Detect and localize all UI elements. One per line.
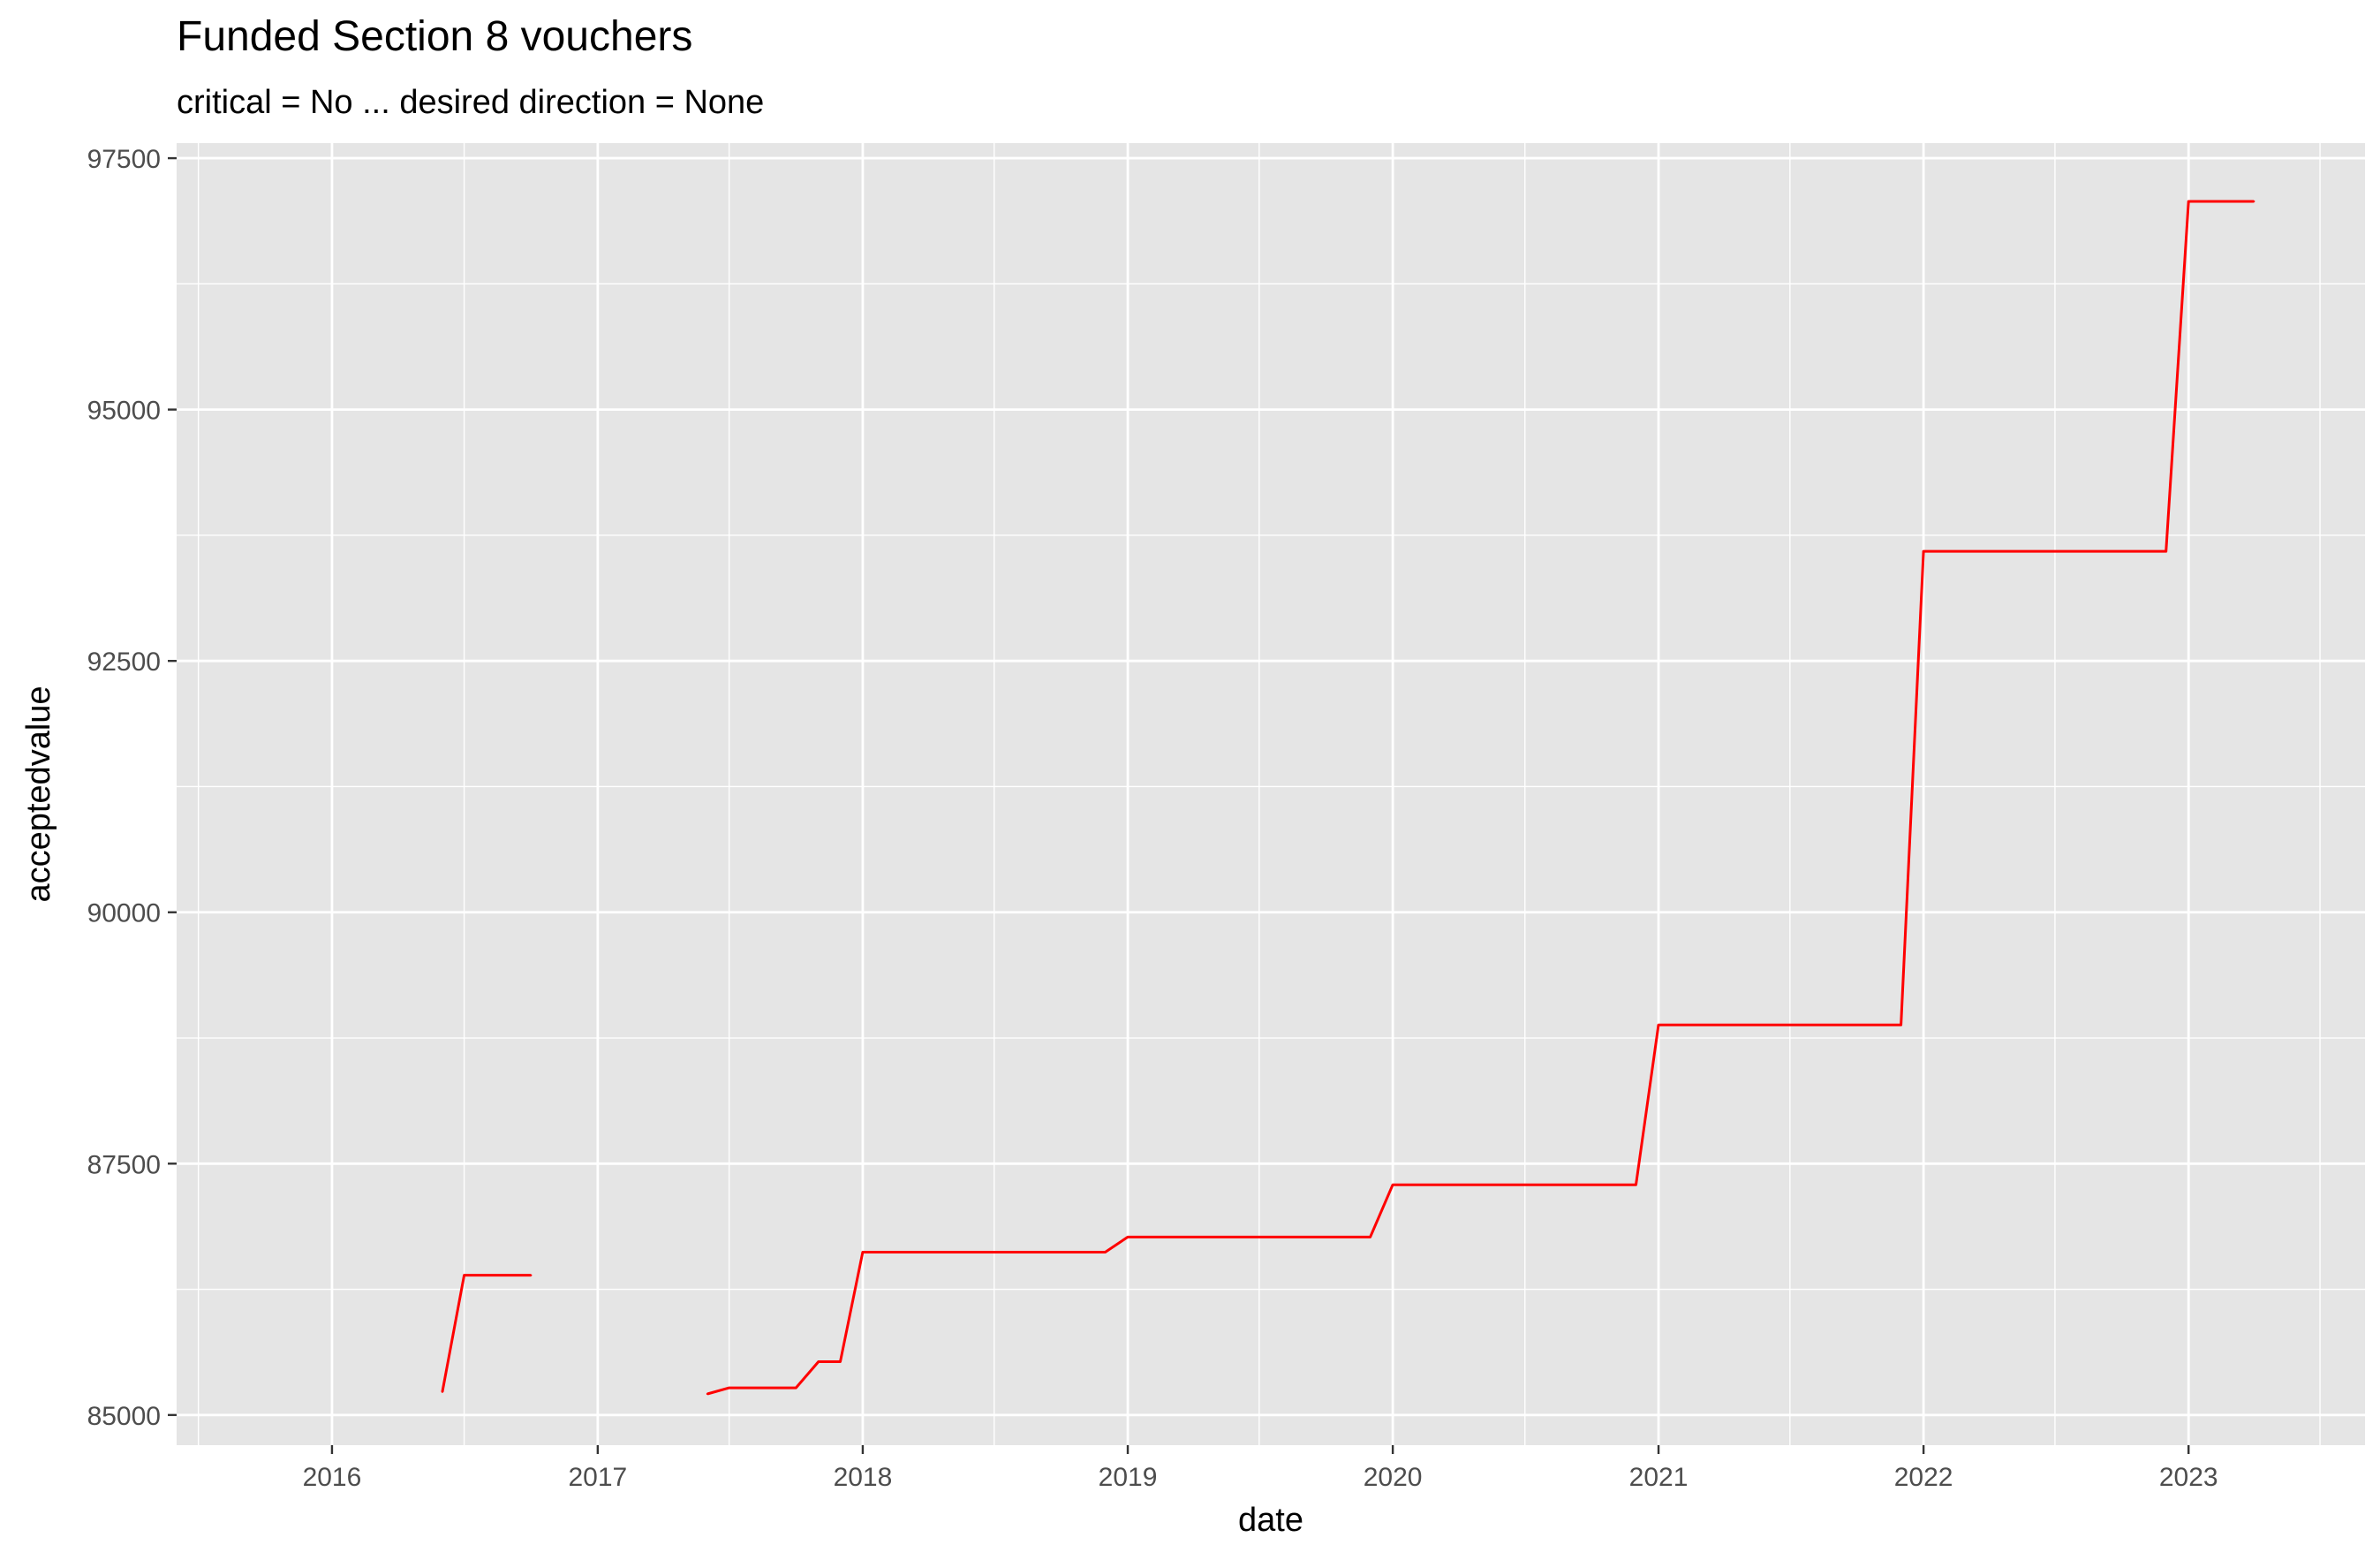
data-point: [441, 1390, 444, 1393]
data-point: [1391, 1184, 1394, 1186]
data-point: [1657, 1024, 1660, 1026]
x-tick-label: 2023: [2159, 1463, 2218, 1492]
x-tick-label: 2017: [568, 1463, 627, 1492]
data-point: [1104, 1251, 1107, 1253]
x-tick-label: 2020: [1364, 1463, 1423, 1492]
x-tick-label: 2019: [1099, 1463, 1158, 1492]
y-tick-label: 85000: [87, 1402, 161, 1431]
y-axis-label: acceptedvalue: [20, 685, 57, 902]
data-point: [2165, 549, 2167, 553]
x-tick-label: 2018: [834, 1463, 893, 1492]
y-axis: 85000 87500 90000 92500 95000 97500: [87, 145, 177, 1431]
data-point: [817, 1360, 820, 1363]
x-tick-label: 2022: [1894, 1463, 1953, 1492]
data-point: [1900, 1024, 1902, 1026]
data-point: [861, 1251, 865, 1253]
chart-subtitle: critical = No ... desired direction = No…: [177, 84, 764, 121]
y-tick-label: 87500: [87, 1150, 161, 1179]
x-tick-label: 2021: [1629, 1463, 1689, 1492]
series-layer: [441, 200, 2255, 1396]
data-point: [1369, 1236, 1371, 1238]
plot-panel: [177, 143, 2365, 1445]
data-point: [1635, 1184, 1637, 1186]
x-tick-label: 2016: [303, 1463, 362, 1492]
data-point: [839, 1360, 842, 1363]
major-gridlines: [177, 143, 2365, 1445]
x-axis-label: date: [1238, 1502, 1303, 1539]
data-point: [1922, 549, 1925, 553]
data-point: [530, 1274, 533, 1276]
chart-title: Funded Section 8 vouchers: [177, 13, 692, 60]
data-point: [728, 1386, 730, 1390]
y-tick-label: 97500: [87, 145, 161, 174]
data-point: [2187, 200, 2190, 203]
x-axis: 2016 2017 2018 2019 2020 2021 2022 2023: [303, 1445, 2218, 1492]
y-tick-label: 90000: [87, 899, 161, 928]
data-point: [2253, 200, 2255, 203]
data-point: [1126, 1236, 1130, 1238]
y-tick-label: 92500: [87, 647, 161, 677]
minor-gridlines: [177, 143, 2365, 1445]
data-point: [463, 1274, 465, 1276]
data-point: [795, 1386, 797, 1390]
data-point: [706, 1392, 709, 1396]
y-tick-label: 95000: [87, 397, 161, 426]
